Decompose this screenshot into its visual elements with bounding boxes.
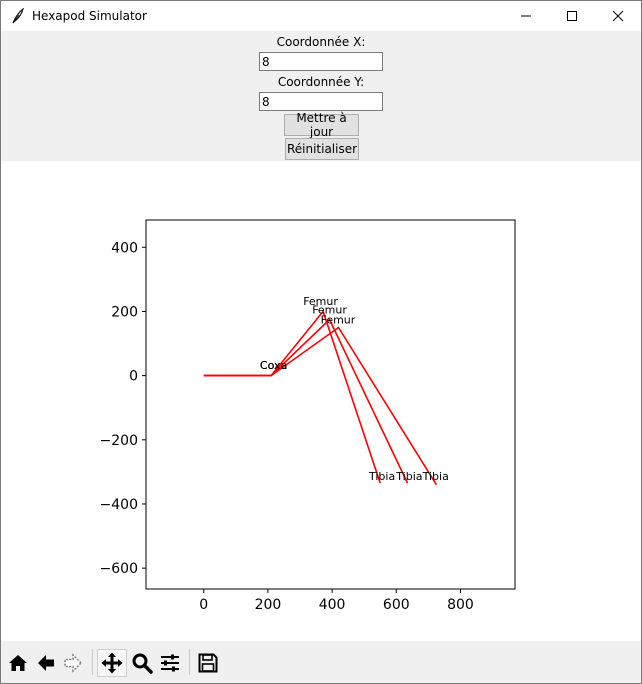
y-tick-label: −400	[100, 497, 138, 513]
forward-arrow-icon	[64, 653, 83, 673]
home-button[interactable]	[5, 649, 31, 677]
zoom-button[interactable]	[129, 649, 155, 677]
toolbar-separator	[92, 649, 93, 675]
toolbar-separator	[189, 649, 190, 675]
y-tick-label: −200	[100, 433, 138, 449]
annotation-coxa: Coxa	[260, 359, 287, 372]
x-coordinate-input[interactable]	[259, 52, 383, 71]
maximize-icon	[567, 11, 577, 21]
annotation-tibia: Tibia	[368, 470, 395, 483]
leg-line-1	[203, 309, 381, 484]
window-title: Hexapod Simulator	[32, 9, 147, 23]
pan-button[interactable]	[97, 649, 127, 677]
back-button[interactable]	[33, 649, 59, 677]
leg-line-3	[203, 326, 438, 486]
y-tick-label: 200	[111, 304, 138, 320]
home-icon	[9, 655, 27, 671]
configure-subplots-button[interactable]	[157, 649, 183, 677]
minimize-button[interactable]	[503, 1, 549, 31]
x-tick-label: 200	[255, 597, 282, 613]
annotation-coxa: Coxa	[260, 359, 287, 372]
x-tick-label: 800	[447, 597, 474, 613]
y-tick-label: 400	[111, 240, 138, 256]
annotation-coxa: Coxa	[260, 359, 287, 372]
forward-button[interactable]	[60, 649, 86, 677]
y-coordinate-input[interactable]	[259, 92, 383, 111]
update-button[interactable]: Mettre à jour	[284, 111, 359, 139]
annotation-femur: Femur	[321, 314, 356, 327]
axes-frame	[145, 219, 516, 590]
save-button[interactable]	[195, 649, 221, 677]
y-coordinate-label: Coordonnée Y:	[277, 75, 365, 89]
y-tick-label: 0	[129, 369, 138, 385]
leg-line-2	[203, 318, 409, 484]
pan-icon	[101, 652, 123, 674]
x-coordinate-label: Coordonnée X:	[276, 35, 366, 49]
annotation-tibia: Tibia	[422, 470, 449, 483]
x-tick-label: 400	[319, 597, 346, 613]
reset-button[interactable]: Réinitialiser	[285, 138, 359, 160]
save-icon	[198, 653, 218, 673]
configure-subplots-icon	[161, 654, 179, 672]
minimize-icon	[521, 15, 531, 17]
x-tick-label: 600	[383, 597, 410, 613]
maximize-button[interactable]	[549, 1, 595, 31]
annotation-tibia: Tibia	[395, 470, 422, 483]
close-icon	[612, 10, 624, 22]
title-bar: Hexapod Simulator	[1, 1, 641, 31]
annotation-femur: Femur	[312, 304, 347, 317]
zoom-icon	[132, 653, 153, 674]
feather-icon	[12, 8, 24, 24]
control-panel: Coordonnée X: Coordonnée Y: Mettre à jou…	[1, 31, 641, 161]
annotation-femur: Femur	[303, 295, 338, 308]
x-tick-label: 0	[199, 597, 208, 613]
close-button[interactable]	[595, 1, 641, 31]
back-arrow-icon	[38, 655, 54, 671]
y-tick-label: −600	[100, 561, 138, 577]
plot-canvas[interactable]: Coxa Coxa Coxa Femur Femur Femur Tibia Tibia Tib…	[1, 161, 641, 641]
navigation-toolbar	[1, 641, 641, 683]
